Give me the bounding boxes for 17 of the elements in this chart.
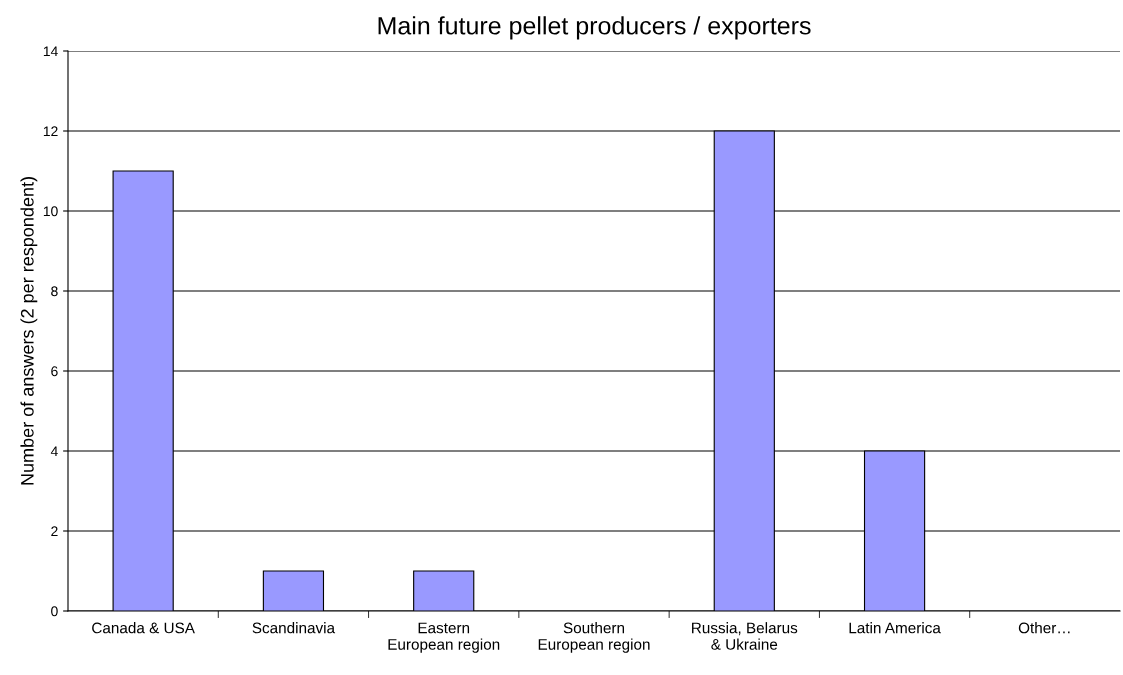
x-tick-label: Southern European region xyxy=(538,622,650,653)
y-axis-title: Number of answers (2 per respondent) xyxy=(20,177,38,485)
y-tick-label: 4 xyxy=(50,446,58,457)
y-tick-label: 0 xyxy=(51,606,58,617)
y-tick-label: 10 xyxy=(43,206,58,217)
x-tick-label: Latin America xyxy=(849,622,941,634)
x-tick-label: Canada & USA xyxy=(92,622,195,634)
x-tick-label: Other… xyxy=(1018,622,1070,634)
y-tick-label: 8 xyxy=(51,286,58,297)
y-tick-label: 14 xyxy=(43,46,58,57)
x-tick-label: Scandinavia xyxy=(252,622,336,634)
y-tick-label: 2 xyxy=(51,526,58,537)
x-tick-label: Eastern European region xyxy=(388,622,500,653)
y-tick-label: 6 xyxy=(51,366,58,377)
x-tick-label: Russia, Belarus & Ukraine xyxy=(692,622,798,650)
y-tick-label: 12 xyxy=(43,126,58,137)
chart-title: Main future pellet producers / exporters xyxy=(378,16,811,40)
